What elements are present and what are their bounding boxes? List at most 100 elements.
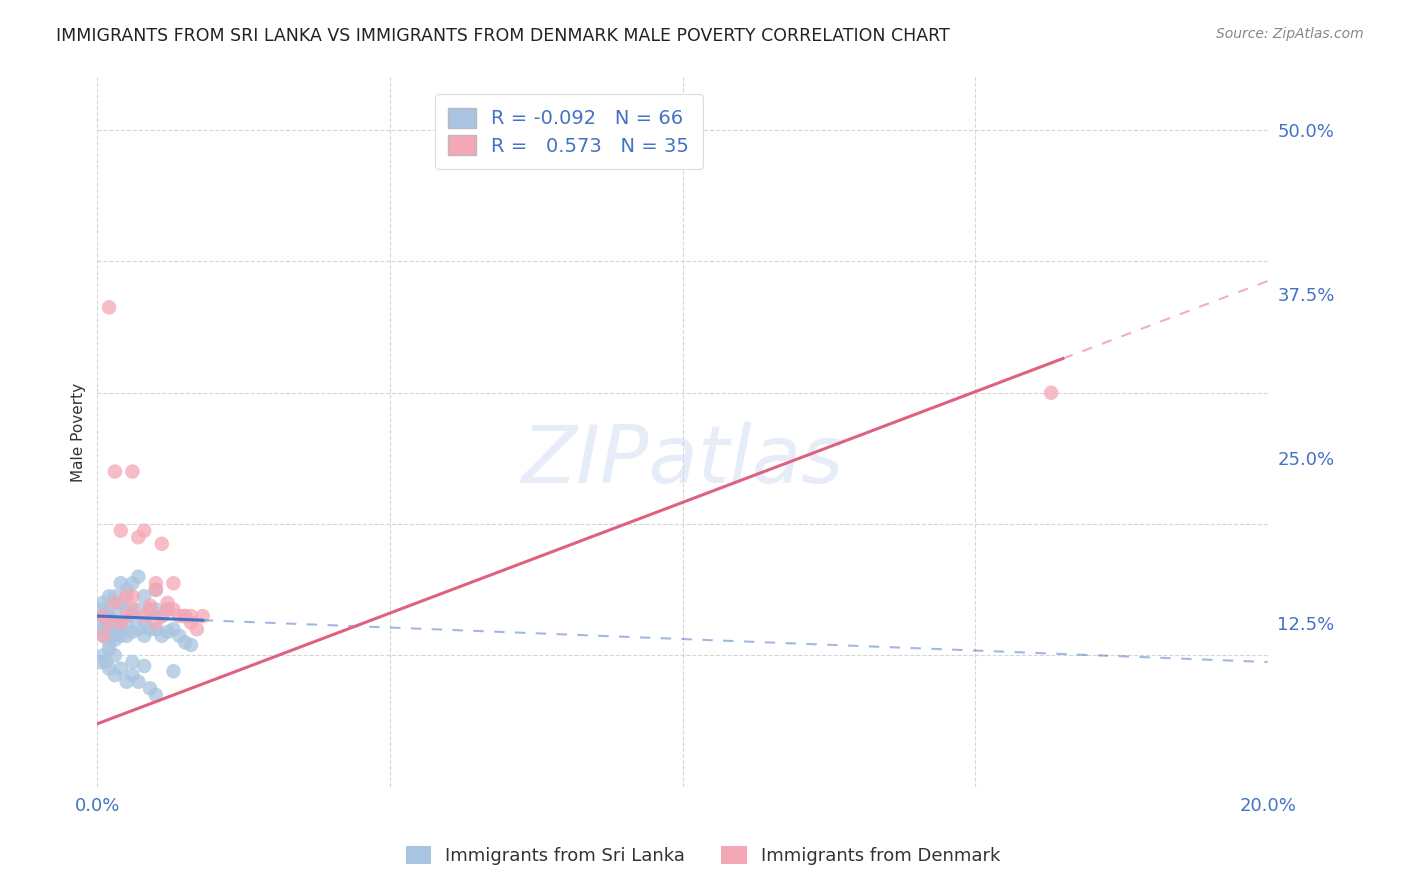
- Point: [110, 596, 132, 610]
- Point: [121, 624, 143, 639]
- Point: [139, 602, 162, 616]
- Point: [174, 609, 197, 624]
- Point: [134, 629, 156, 643]
- Point: [156, 624, 179, 639]
- Point: [94, 655, 117, 669]
- Point: [110, 576, 132, 591]
- Point: [145, 582, 167, 597]
- Point: [145, 582, 167, 597]
- Point: [91, 609, 114, 624]
- Point: [94, 612, 117, 626]
- Point: [121, 655, 143, 669]
- Point: [104, 596, 127, 610]
- Point: [91, 629, 114, 643]
- Point: [134, 590, 156, 604]
- Y-axis label: Male Poverty: Male Poverty: [72, 383, 86, 482]
- Point: [98, 590, 121, 604]
- Point: [134, 659, 156, 673]
- Point: [127, 530, 149, 544]
- Point: [98, 622, 121, 636]
- Point: [91, 629, 114, 643]
- Point: [127, 674, 149, 689]
- Point: [150, 537, 173, 551]
- Point: [150, 609, 173, 624]
- Point: [127, 602, 149, 616]
- Point: [89, 615, 111, 630]
- Point: [115, 674, 138, 689]
- Point: [101, 629, 124, 643]
- Text: IMMIGRANTS FROM SRI LANKA VS IMMIGRANTS FROM DENMARK MALE POVERTY CORRELATION CH: IMMIGRANTS FROM SRI LANKA VS IMMIGRANTS …: [56, 27, 950, 45]
- Point: [150, 629, 173, 643]
- Point: [104, 624, 127, 639]
- Point: [180, 609, 202, 624]
- Point: [174, 635, 197, 649]
- Point: [110, 629, 132, 643]
- Point: [121, 465, 143, 479]
- Point: [156, 602, 179, 616]
- Point: [162, 602, 184, 616]
- Point: [104, 648, 127, 663]
- Point: [107, 622, 129, 636]
- Point: [145, 622, 167, 636]
- Legend: R = -0.092   N = 66, R =   0.573   N = 35: R = -0.092 N = 66, R = 0.573 N = 35: [434, 95, 703, 169]
- Point: [145, 576, 167, 591]
- Point: [104, 632, 127, 647]
- Point: [115, 602, 138, 616]
- Point: [162, 665, 184, 679]
- Point: [139, 622, 162, 636]
- Point: [104, 590, 127, 604]
- Point: [91, 596, 114, 610]
- Point: [180, 638, 202, 652]
- Point: [98, 615, 121, 630]
- Point: [121, 576, 143, 591]
- Point: [98, 662, 121, 676]
- Point: [169, 609, 191, 624]
- Point: [139, 681, 162, 696]
- Point: [121, 590, 143, 604]
- Point: [110, 662, 132, 676]
- Point: [110, 615, 132, 630]
- Point: [110, 524, 132, 538]
- Point: [127, 622, 149, 636]
- Point: [145, 602, 167, 616]
- Point: [104, 668, 127, 682]
- Point: [104, 602, 127, 616]
- Point: [145, 688, 167, 702]
- Point: [174, 609, 197, 624]
- Point: [115, 590, 138, 604]
- Point: [156, 596, 179, 610]
- Point: [89, 655, 111, 669]
- Point: [134, 524, 156, 538]
- Point: [91, 609, 114, 624]
- Point: [115, 609, 138, 624]
- Point: [98, 635, 121, 649]
- Point: [121, 602, 143, 616]
- Point: [139, 602, 162, 616]
- Point: [121, 609, 143, 624]
- Point: [91, 648, 114, 663]
- Text: Source: ZipAtlas.com: Source: ZipAtlas.com: [1216, 27, 1364, 41]
- Point: [115, 615, 138, 630]
- Point: [186, 622, 208, 636]
- Point: [98, 641, 121, 656]
- Point: [134, 615, 156, 630]
- Point: [101, 615, 124, 630]
- Point: [121, 668, 143, 682]
- Point: [134, 609, 156, 624]
- Point: [104, 465, 127, 479]
- Point: [139, 599, 162, 613]
- Point: [91, 602, 114, 616]
- Point: [115, 582, 138, 597]
- Point: [94, 624, 117, 639]
- Point: [180, 615, 202, 630]
- Point: [162, 622, 184, 636]
- Point: [91, 622, 114, 636]
- Point: [110, 615, 132, 630]
- Point: [150, 609, 173, 624]
- Point: [98, 609, 121, 624]
- Point: [1040, 385, 1063, 400]
- Point: [191, 609, 214, 624]
- Point: [145, 615, 167, 630]
- Point: [104, 615, 127, 630]
- Point: [162, 576, 184, 591]
